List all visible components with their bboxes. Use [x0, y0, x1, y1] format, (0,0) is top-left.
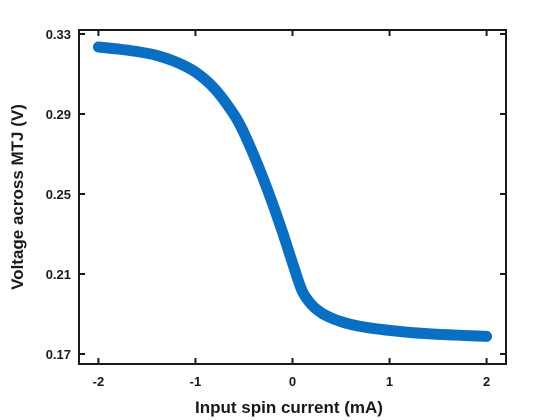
x-tick-label: -1 — [190, 374, 202, 389]
y-tick-label: 0.25 — [46, 187, 71, 202]
y-tick-label: 0.29 — [46, 107, 71, 122]
plot-frame — [78, 29, 507, 365]
x-tick-label: 0 — [289, 374, 296, 389]
x-tick-label: -2 — [93, 374, 105, 389]
y-tick-label: 0.21 — [46, 267, 71, 282]
y-axis-label: Voltage across MTJ (V) — [8, 104, 27, 290]
data-line — [92, 41, 493, 342]
axis-ticks — [79, 30, 506, 364]
x-tick-label: 2 — [483, 374, 490, 389]
y-tick-label: 0.17 — [46, 347, 71, 362]
y-tick-label: 0.33 — [46, 27, 71, 42]
x-axis-label: Input spin current (mA) — [195, 398, 383, 417]
tick-labels: -2 -1 0 1 2 0.17 0.21 0.25 0.29 0.33 — [46, 27, 491, 389]
x-tick-label: 1 — [386, 374, 393, 389]
